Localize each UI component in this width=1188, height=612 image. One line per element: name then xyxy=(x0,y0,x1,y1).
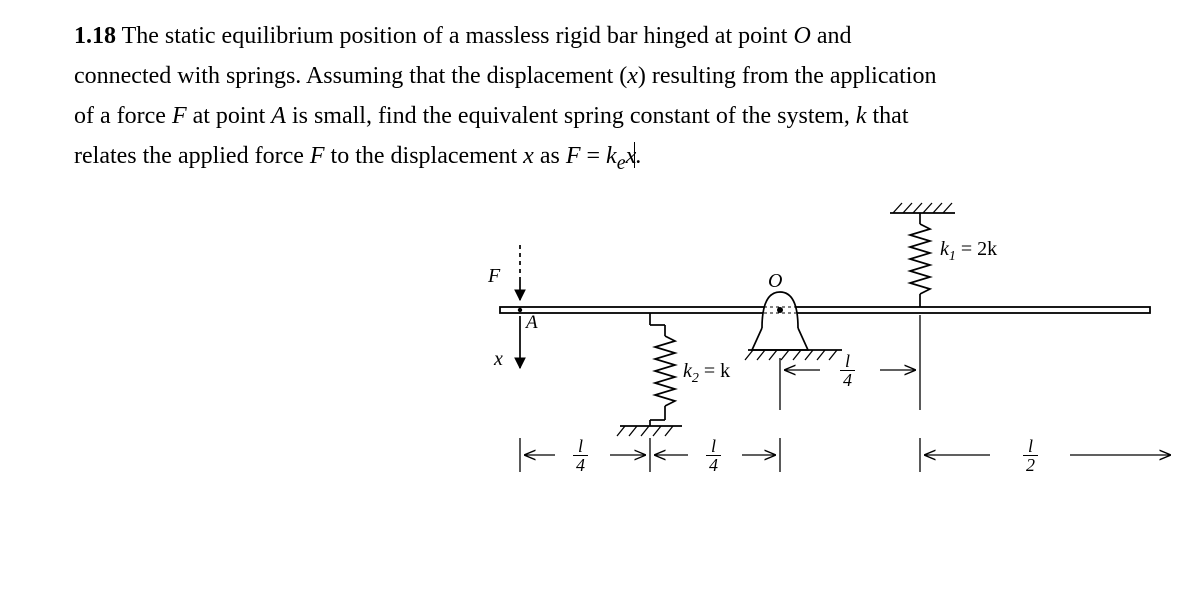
text: of a force xyxy=(74,103,172,129)
label-O: O xyxy=(768,270,782,293)
eq-F: F xyxy=(566,143,581,169)
dim-frac-1: l4 xyxy=(573,437,588,474)
figure-svg xyxy=(470,200,1188,600)
problem-statement: 1.18 The static equilibrium position of … xyxy=(74,16,1094,183)
label-x: x xyxy=(494,348,503,371)
text: and xyxy=(811,23,852,49)
text: connected with springs. Assuming that th… xyxy=(74,63,627,89)
dim-frac-4: l2 xyxy=(1023,437,1038,474)
eq-sub-e: e xyxy=(617,152,626,174)
text: . xyxy=(635,143,641,169)
spring-k2 xyxy=(617,313,682,436)
hinge-O xyxy=(745,292,842,360)
dim-frac-2: l4 xyxy=(706,437,721,474)
spring-k1 xyxy=(910,213,930,307)
figure: F x A O k1 = 2k k2 = k l4 l4 l4 l2 xyxy=(470,200,1188,600)
var-x: x xyxy=(627,63,638,89)
text: to the displacement xyxy=(325,143,524,169)
var-F: F xyxy=(310,143,325,169)
label-k1: k1 = 2k xyxy=(940,238,997,265)
text: at point xyxy=(187,103,272,129)
label-A: A xyxy=(526,312,538,334)
text: that xyxy=(867,103,909,129)
eq-k: k xyxy=(606,143,617,169)
text: as xyxy=(534,143,566,169)
text: is small, find the equivalent spring con… xyxy=(286,103,856,129)
var-A: A xyxy=(271,103,286,129)
label-k2: k2 = k xyxy=(683,360,730,387)
var-O: O xyxy=(793,23,810,49)
var-x: x xyxy=(523,143,534,169)
label-F: F xyxy=(488,265,500,288)
text: relates the applied force xyxy=(74,143,310,169)
var-F: F xyxy=(172,103,187,129)
text: ) resulting from the application xyxy=(638,63,937,89)
point-a-dot xyxy=(518,308,522,312)
ceiling-hatch xyxy=(890,203,955,213)
dim-baseline xyxy=(520,438,1170,472)
var-k: k xyxy=(856,103,867,129)
text: The static equilibrium position of a mas… xyxy=(122,23,794,49)
eq-equals: = xyxy=(580,143,606,169)
rigid-bar xyxy=(500,307,1150,313)
dim-frac-3: l4 xyxy=(840,352,855,389)
problem-number: 1.18 xyxy=(74,23,116,49)
